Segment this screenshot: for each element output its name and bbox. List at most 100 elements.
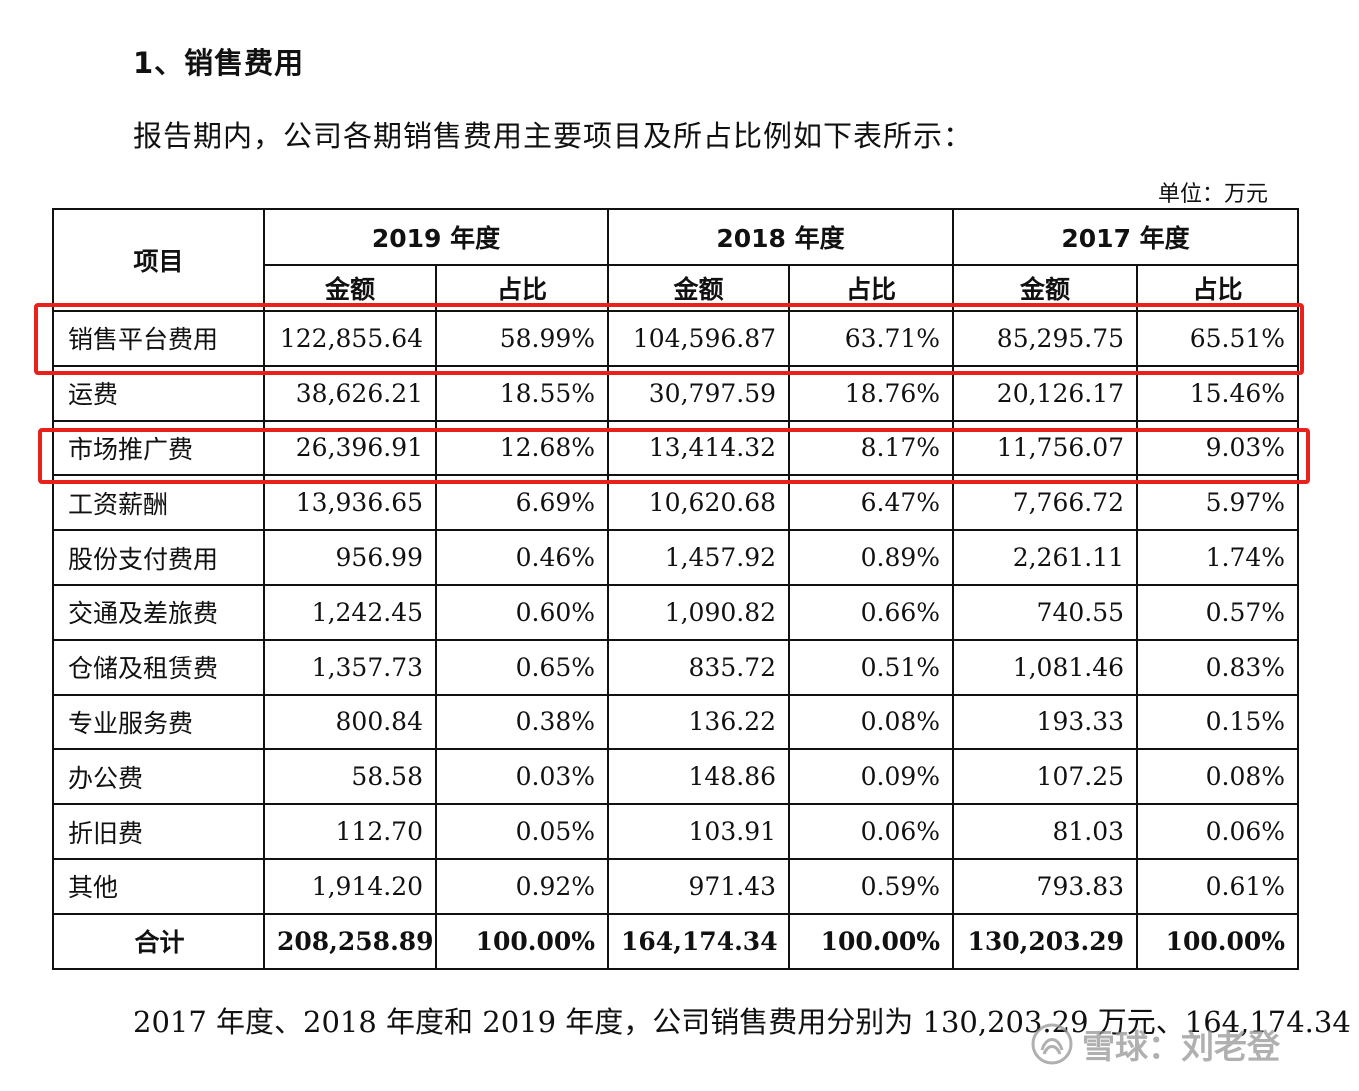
ratio-header: 占比 <box>788 264 955 312</box>
ratio-cell: 100.00% <box>1136 912 1300 970</box>
table-row: 市场推广费 26,396.91 12.68% 13,414.32 8.17% 11,756… <box>52 419 1300 477</box>
amount-cell: 38,626.21 <box>263 364 437 422</box>
item-name: 办公费 <box>52 748 265 806</box>
table-row: 折旧费 112.70 0.05% 103.91 0.06% 81.03 0.06% <box>52 803 1300 860</box>
item-name: 运费 <box>52 364 265 422</box>
amount-cell: 1,081.46 <box>952 638 1139 696</box>
amount-cell: 956.99 <box>263 529 437 586</box>
amount-cell: 7,766.72 <box>952 474 1139 532</box>
ratio-cell: 12.68% <box>434 419 610 477</box>
amount-cell: 10,620.68 <box>607 474 791 532</box>
table-row: 销售平台费用 122,855.64 58.99% 104,596.87 63.71% 85… <box>52 310 1300 367</box>
ratio-cell: 0.57% <box>1136 583 1300 641</box>
amount-cell: 130,203.29 <box>952 912 1139 970</box>
ratio-cell: 0.08% <box>788 693 955 751</box>
ratio-header: 占比 <box>434 264 610 312</box>
ratio-cell: 6.69% <box>434 474 610 532</box>
amount-cell: 13,936.65 <box>263 474 437 532</box>
amount-cell: 13,414.32 <box>607 419 791 477</box>
ratio-cell: 0.65% <box>434 638 610 696</box>
ratio-cell: 6.47% <box>788 474 955 532</box>
watermark-text: 雪球：刘老登 <box>1082 1027 1280 1066</box>
amount-cell: 208,258.89 <box>263 912 437 970</box>
amount-cell: 1,090.82 <box>607 583 791 641</box>
sales-expense-table: 项目 2019 年度 2018 年度 2017 年度 金额 占比 金额 占比 金… <box>52 208 1300 970</box>
amount-cell: 1,242.45 <box>263 583 437 641</box>
amount-cell: 107.25 <box>952 748 1139 806</box>
footer-paragraph: 2017 年度、2018 年度和 2019 年度，公司销售费用分别为 130,2… <box>133 1005 1351 1039</box>
amount-cell: 164,174.34 <box>607 912 791 970</box>
ratio-cell: 0.51% <box>788 638 955 696</box>
amount-header: 金额 <box>607 264 791 312</box>
table-row: 仓储及租赁费 1,357.73 0.65% 835.72 0.51% 1,081.46 0.… <box>52 638 1300 696</box>
total-row: 合计 208,258.89 100.00% 164,174.34 100.00% 130,… <box>52 912 1300 970</box>
amount-cell: 971.43 <box>607 857 791 915</box>
amount-cell: 58.58 <box>263 748 437 806</box>
ratio-cell: 0.08% <box>1136 748 1300 806</box>
amount-cell: 30,797.59 <box>607 364 791 422</box>
ratio-cell: 0.05% <box>434 803 610 860</box>
item-name: 市场推广费 <box>52 419 265 477</box>
ratio-cell: 0.92% <box>434 857 610 915</box>
watermark: 雪球：刘老登 <box>1030 1020 1280 1068</box>
amount-cell: 103.91 <box>607 803 791 860</box>
ratio-cell: 9.03% <box>1136 419 1300 477</box>
year-header-2017: 2017 年度 <box>952 208 1300 266</box>
total-label: 合计 <box>52 912 265 970</box>
section-heading: 1、销售费用 <box>133 46 305 80</box>
amount-cell: 1,914.20 <box>263 857 437 915</box>
amount-cell: 800.84 <box>263 693 437 751</box>
ratio-cell: 63.71% <box>788 310 955 367</box>
amount-cell: 136.22 <box>607 693 791 751</box>
amount-header: 金额 <box>263 264 437 312</box>
amount-cell: 835.72 <box>607 638 791 696</box>
ratio-cell: 0.46% <box>434 529 610 586</box>
amount-cell: 81.03 <box>952 803 1139 860</box>
ratio-cell: 65.51% <box>1136 310 1300 367</box>
item-name: 仓储及租赁费 <box>52 638 265 696</box>
item-header: 项目 <box>52 208 265 312</box>
table-row: 工资薪酬 13,936.65 6.69% 10,620.68 6.47% 7,766.72… <box>52 474 1300 532</box>
table-row: 专业服务费 800.84 0.38% 136.22 0.08% 193.33 0.15% <box>52 693 1300 751</box>
amount-cell: 193.33 <box>952 693 1139 751</box>
year-header-2019: 2019 年度 <box>262 208 610 266</box>
item-name: 交通及差旅费 <box>52 583 265 641</box>
item-name: 工资薪酬 <box>52 474 265 532</box>
table-row: 股份支付费用 956.99 0.46% 1,457.92 0.89% 2,261.11 1.… <box>52 529 1300 586</box>
ratio-cell: 5.97% <box>1136 474 1300 532</box>
ratio-cell: 100.00% <box>434 912 610 970</box>
ratio-header: 占比 <box>1136 264 1300 312</box>
item-name: 股份支付费用 <box>52 529 265 586</box>
amount-cell: 2,261.11 <box>952 529 1139 586</box>
ratio-cell: 18.55% <box>434 364 610 422</box>
item-name: 折旧费 <box>52 803 265 860</box>
table-row: 交通及差旅费 1,242.45 0.60% 1,090.82 0.66% 740.55 0.… <box>52 583 1300 641</box>
ratio-cell: 8.17% <box>788 419 955 477</box>
amount-cell: 122,855.64 <box>263 310 437 367</box>
unit-label: 单位：万元 <box>1158 182 1269 207</box>
ratio-cell: 100.00% <box>788 912 955 970</box>
amount-cell: 104,596.87 <box>607 310 791 367</box>
ratio-cell: 0.60% <box>434 583 610 641</box>
ratio-cell: 0.03% <box>434 748 610 806</box>
item-name: 专业服务费 <box>52 693 265 751</box>
ratio-cell: 0.61% <box>1136 857 1300 915</box>
amount-cell: 26,396.91 <box>263 419 437 477</box>
year-header-2018: 2018 年度 <box>607 208 955 266</box>
ratio-cell: 58.99% <box>434 310 610 367</box>
amount-cell: 20,126.17 <box>952 364 1139 422</box>
amount-cell: 740.55 <box>952 583 1139 641</box>
header-row-years: 项目 2019 年度 2018 年度 2017 年度 <box>52 208 1300 312</box>
ratio-cell: 0.66% <box>788 583 955 641</box>
amount-cell: 1,457.92 <box>607 529 791 586</box>
ratio-cell: 18.76% <box>788 364 955 422</box>
ratio-cell: 1.74% <box>1136 529 1300 586</box>
ratio-cell: 0.06% <box>788 803 955 860</box>
ratio-cell: 0.89% <box>788 529 955 586</box>
ratio-cell: 0.06% <box>1136 803 1300 860</box>
amount-cell: 793.83 <box>952 857 1139 915</box>
item-name: 销售平台费用 <box>52 310 265 367</box>
snowball-logo-icon <box>1031 1023 1073 1065</box>
amount-cell: 1,357.73 <box>263 638 437 696</box>
table-row: 其他 1,914.20 0.92% 971.43 0.59% 793.83 0.61% <box>52 857 1300 915</box>
